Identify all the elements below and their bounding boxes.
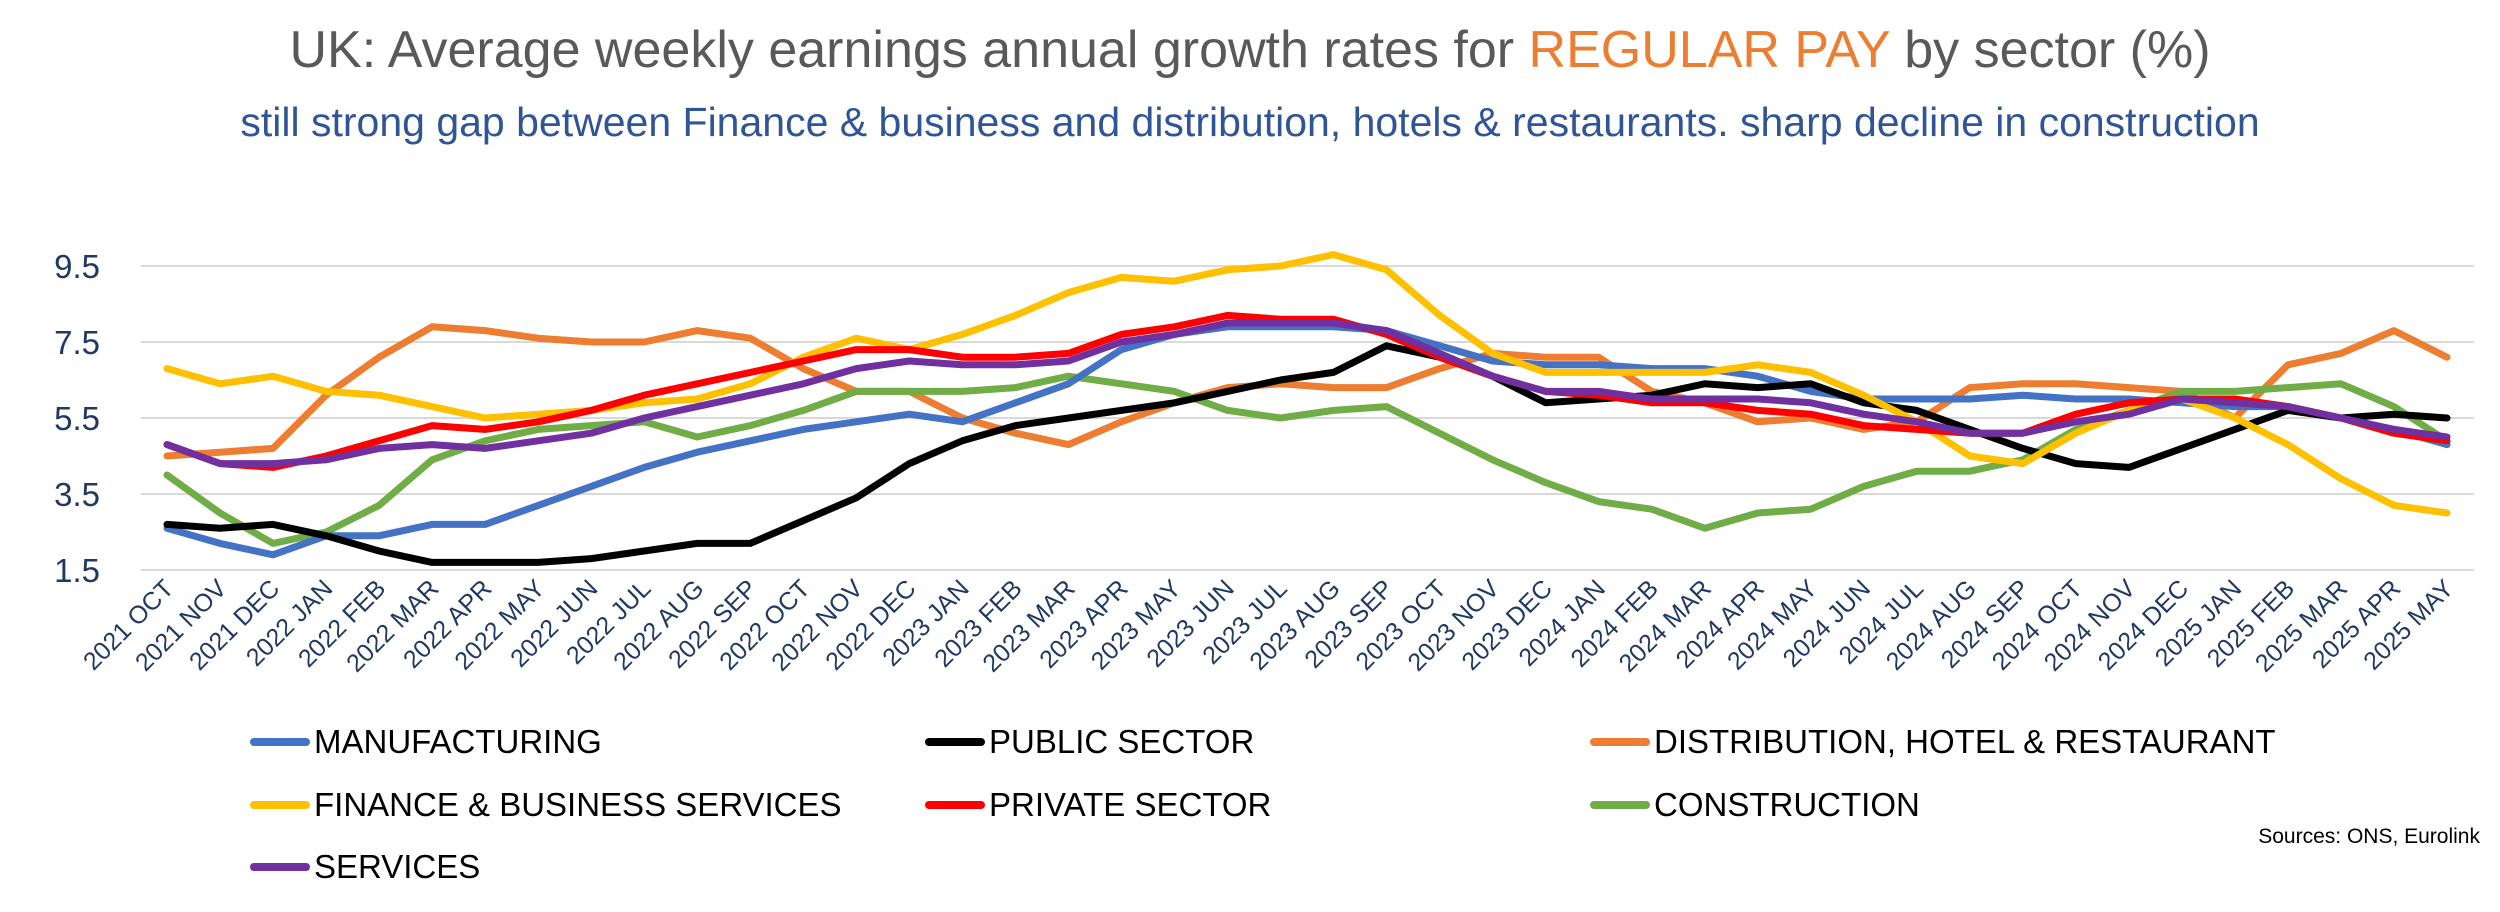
legend-line-icon — [250, 863, 310, 871]
chart-title: UK: Average weekly earnings annual growt… — [0, 20, 2500, 80]
series-line-public-sector — [163, 342, 2451, 566]
y-tick-label: 9.5 — [54, 248, 100, 285]
y-tick-label: 7.5 — [54, 324, 100, 361]
legend-line-icon — [925, 738, 985, 746]
legend-line-icon — [250, 801, 310, 809]
source-note: Sources: ONS, Eurolink — [2258, 825, 2480, 848]
y-tick-label: 3.5 — [54, 476, 100, 513]
legend-label: PRIVATE SECTOR — [989, 786, 1272, 823]
title-prefix: UK: Average weekly earnings annual growt… — [289, 21, 1529, 79]
legend-line-icon — [925, 801, 985, 809]
legend-item: SERVICES — [250, 848, 480, 886]
series-line-manufacturing — [163, 323, 2451, 559]
legend-item: FINANCE & BUSINESS SERVICES — [250, 786, 842, 824]
y-axis-ticks: 1.5 3.5 5.5 7.5 9.5 — [54, 248, 100, 589]
legend-label: PUBLIC SECTOR — [989, 723, 1255, 760]
legend-label: MANUFACTURING — [314, 723, 602, 760]
series-lines — [163, 251, 2451, 566]
series-line-distribution-hotel-restaurant — [163, 323, 2451, 460]
title-highlight: REGULAR PAY — [1528, 21, 1890, 79]
legend-item: MANUFACTURING — [250, 723, 602, 761]
legend-item: PUBLIC SECTOR — [925, 723, 1254, 761]
chart-subtitle: still strong gap between Finance & busin… — [240, 99, 2260, 145]
legend-item: DISTRIBUTION, HOTEL & RESTAURANT — [1590, 723, 2276, 761]
legend-line-icon — [1590, 738, 1650, 746]
legend-item: CONSTRUCTION — [1590, 786, 1920, 824]
series-line-finance-business-services — [163, 251, 2451, 517]
legend-label: SERVICES — [314, 848, 481, 885]
series-line-private-sector — [163, 311, 2451, 471]
title-suffix: by sector (%) — [1889, 21, 2211, 79]
legend-label: CONSTRUCTION — [1654, 786, 1920, 823]
y-tick-label: 5.5 — [54, 400, 100, 437]
series-line-services — [163, 319, 2451, 468]
legend-item: PRIVATE SECTOR — [925, 786, 1271, 824]
legend-label: FINANCE & BUSINESS SERVICES — [314, 786, 842, 823]
legend-line-icon — [1590, 801, 1650, 809]
y-tick-label: 1.5 — [54, 552, 100, 589]
legend-label: DISTRIBUTION, HOTEL & RESTAURANT — [1654, 723, 2276, 760]
legend-line-icon — [250, 738, 310, 746]
